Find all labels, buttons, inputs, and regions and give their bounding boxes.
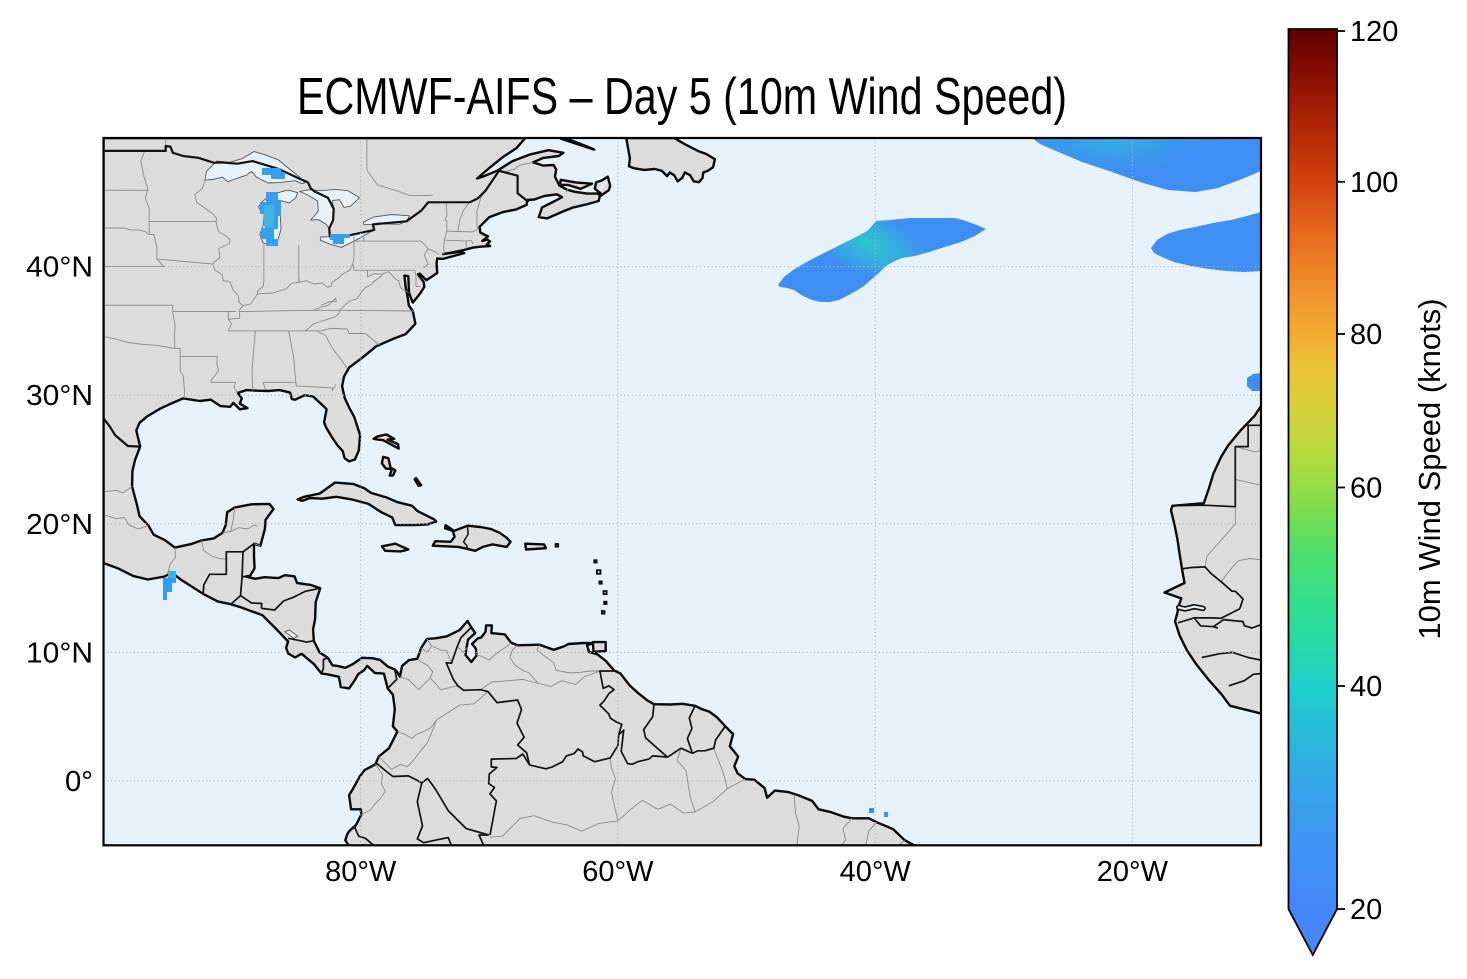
svg-text:20°N: 20°N xyxy=(26,509,93,541)
svg-text:100: 100 xyxy=(1350,167,1398,199)
svg-text:10°N: 10°N xyxy=(26,637,93,669)
svg-text:30°N: 30°N xyxy=(26,380,93,412)
svg-text:20°W: 20°W xyxy=(1097,856,1169,888)
svg-text:40°W: 40°W xyxy=(840,856,912,888)
svg-text:40°N: 40°N xyxy=(26,252,93,284)
svg-text:80°W: 80°W xyxy=(325,856,397,888)
svg-text:80: 80 xyxy=(1350,319,1382,351)
svg-text:40: 40 xyxy=(1350,671,1382,703)
svg-text:10m Wind Speed (knots): 10m Wind Speed (knots) xyxy=(1412,298,1447,639)
svg-text:120: 120 xyxy=(1350,16,1398,48)
svg-text:60: 60 xyxy=(1350,473,1382,505)
svg-text:0°: 0° xyxy=(65,766,93,798)
svg-text:60°W: 60°W xyxy=(582,856,654,888)
svg-text:ECMWF-AIFS – Day 5 (10m Wind S: ECMWF-AIFS – Day 5 (10m Wind Speed) xyxy=(297,68,1067,126)
svg-text:20: 20 xyxy=(1350,894,1382,926)
